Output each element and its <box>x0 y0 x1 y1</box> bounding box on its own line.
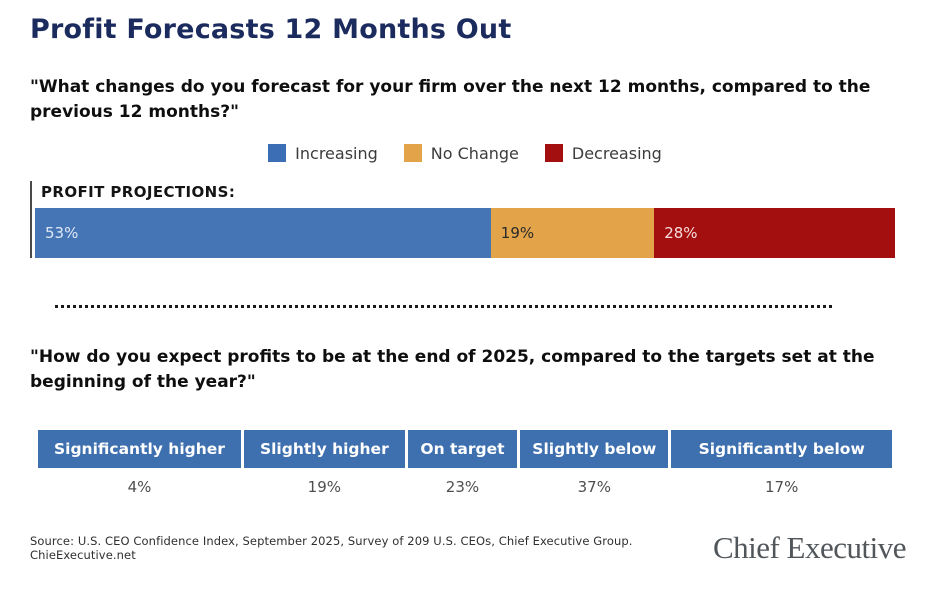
legend-label: Decreasing <box>571 143 662 163</box>
increasing-swatch-icon <box>268 144 287 163</box>
no-change-swatch-icon <box>403 144 422 163</box>
dotted-divider <box>55 305 833 309</box>
bar-segment-increasing: 53% <box>35 208 491 259</box>
chief-executive-logo: Chief Executive <box>712 529 907 565</box>
profit-projections-block: PROFIT PROJECTIONS: 53% 19% 28% <box>30 181 895 259</box>
table-header-cell: Slightly below <box>520 429 669 468</box>
page-title: Profit Forecasts 12 Months Out <box>30 14 512 45</box>
table-value-cell: 19% <box>307 477 341 496</box>
table-header-cell: On target <box>407 429 518 468</box>
bar-segment-no-change: 19% <box>490 208 655 259</box>
table-value-cell: 17% <box>765 477 799 496</box>
infographic-page: Profit Forecasts 12 Months Out "What cha… <box>30 14 907 566</box>
legend-item-increasing: Increasing <box>268 144 378 163</box>
table-value-cell: 4% <box>127 477 152 496</box>
profit-projections-label: PROFIT PROJECTIONS: <box>41 183 236 202</box>
legend: Increasing No Change Decreasing <box>30 143 900 163</box>
source-attribution: Source: U.S. CEO Confidence Index, Septe… <box>30 533 633 562</box>
table-header-cell: Slightly higher <box>243 429 405 468</box>
table-header-row: Significantly higher Slightly higher On … <box>38 429 892 468</box>
table-header-cell: Significantly below <box>671 429 892 468</box>
table-header-cell: Significantly higher <box>38 429 241 468</box>
forecast-table: Significantly higher Slightly higher On … <box>38 429 892 500</box>
footer: Source: U.S. CEO Confidence Index, Septe… <box>30 529 907 566</box>
table-value-cell: 37% <box>577 477 611 496</box>
table-value-cell: 23% <box>445 477 480 496</box>
legend-label: Increasing <box>295 143 378 163</box>
legend-item-decreasing: Decreasing <box>544 143 662 163</box>
stacked-bar-chart: 53% 19% 28% <box>35 208 895 259</box>
question-1: "What changes do you forecast for your f… <box>30 77 871 123</box>
table-value-row: 4% 19% 23% 37% 17% <box>38 474 892 500</box>
question-2: "How do you expect profits to be at the … <box>30 347 875 393</box>
legend-label: No Change <box>430 143 519 163</box>
legend-item-no-change: No Change <box>403 143 519 163</box>
bar-segment-decreasing: 28% <box>654 208 895 259</box>
decreasing-swatch-icon <box>544 144 563 163</box>
